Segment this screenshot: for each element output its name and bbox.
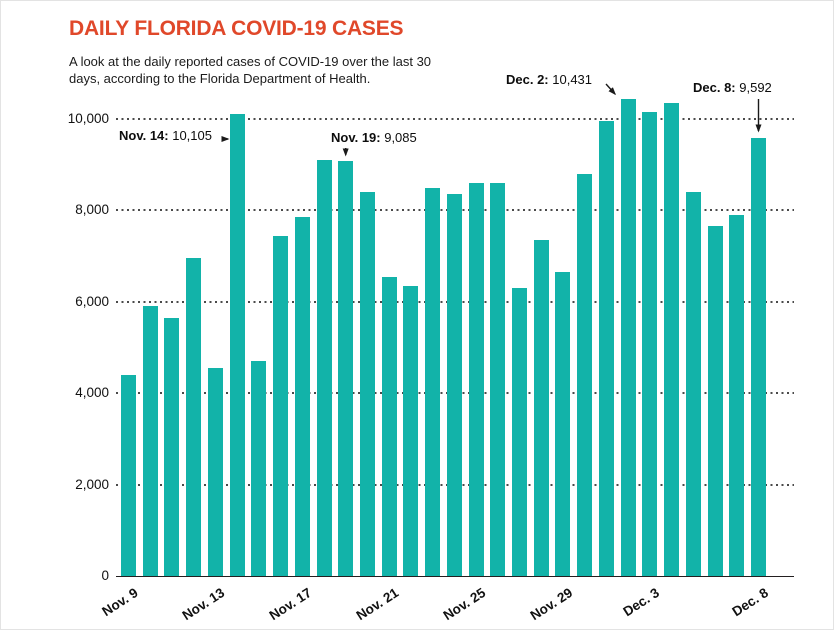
bar [512, 288, 528, 576]
bar [685, 192, 701, 576]
bar [642, 112, 658, 576]
bar [425, 187, 441, 576]
y-axis-tick-label: 6,000 [75, 293, 109, 309]
bar [142, 306, 158, 576]
x-axis-tick-label: Dec. 3 [620, 585, 663, 620]
x-axis-tick-label: Nov. 9 [99, 585, 141, 620]
bar [598, 121, 614, 576]
chart-title: DAILY FLORIDA COVID-19 CASES [69, 17, 404, 40]
y-axis-tick-label: 4,000 [75, 385, 109, 401]
bar [446, 194, 462, 576]
x-axis-tick-label: Nov. 17 [266, 585, 315, 624]
bar [490, 182, 506, 576]
bar [294, 217, 310, 576]
bar [707, 226, 723, 576]
annotation: Dec. 2: 10,431 [506, 72, 592, 87]
y-axis-tick-label: 8,000 [75, 202, 109, 218]
bar [555, 272, 571, 576]
annotation-label: Dec. 2: [506, 72, 553, 87]
annotation: Dec. 8: 9,592 [693, 80, 772, 95]
x-axis-tick-label: Nov. 29 [527, 585, 576, 624]
bar [468, 182, 484, 576]
annotation-label: Dec. 8: [693, 80, 740, 95]
annotation: Nov. 19: 9,085 [331, 130, 417, 145]
bar [251, 361, 267, 576]
bar [359, 192, 375, 576]
annotation: Nov. 14: 10,105 [119, 128, 212, 143]
bar [316, 160, 332, 576]
annotation-label: Nov. 14: [119, 128, 173, 143]
x-axis-tick-label: Nov. 13 [179, 585, 228, 624]
annotation-value: 10,431 [552, 72, 593, 87]
x-axis-tick-label: Dec. 8 [729, 585, 771, 620]
bar [577, 173, 593, 576]
annotation-value: 9,592 [739, 80, 772, 95]
y-axis-tick-label: 0 [101, 568, 109, 583]
x-axis-tick-label: Nov. 21 [353, 585, 402, 624]
bar [664, 103, 680, 576]
bar [164, 317, 180, 576]
chart-subtitle: A look at the daily reported cases of CO… [69, 54, 432, 87]
bar [750, 137, 766, 576]
x-axis-tick-label: Nov. 25 [440, 585, 489, 624]
gridline [116, 118, 794, 120]
y-axis-tick-label: 10,000 [67, 111, 109, 126]
bar [381, 276, 397, 576]
annotation-value: 9,085 [384, 130, 417, 145]
y-axis-tick-label: 2,000 [75, 476, 109, 492]
annotation-label: Nov. 19: [331, 130, 385, 145]
bar [533, 240, 549, 576]
bar [229, 114, 245, 576]
bar [273, 235, 289, 576]
bar [620, 99, 636, 576]
bar [338, 160, 354, 576]
bar [403, 285, 419, 576]
x-axis-line [116, 576, 794, 577]
annotation-value: 10,105 [172, 128, 212, 143]
bar [207, 368, 223, 576]
bar [729, 214, 745, 576]
bar [121, 374, 136, 576]
bar [186, 258, 202, 576]
